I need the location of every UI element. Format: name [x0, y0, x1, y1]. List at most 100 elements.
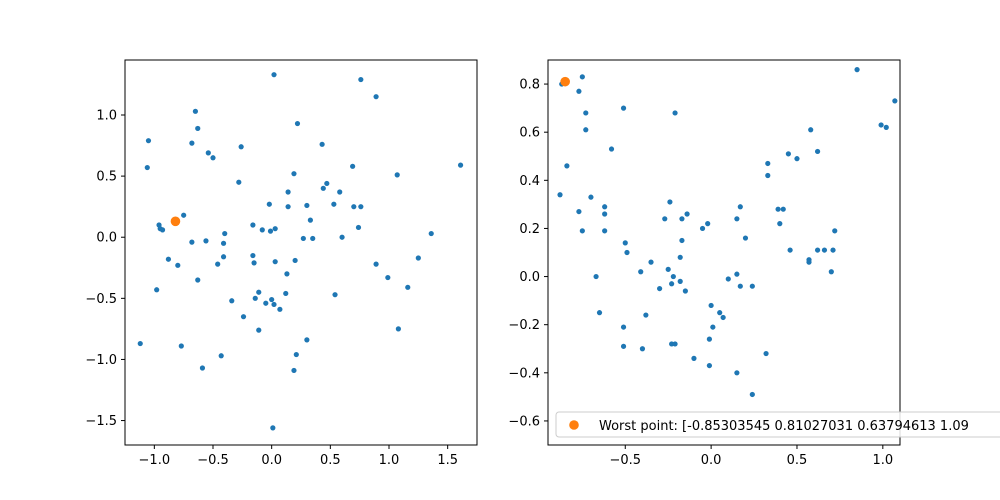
left-data-point: [203, 238, 209, 244]
right-data-point: [662, 216, 668, 222]
left-axes-frame: [124, 59, 478, 446]
right-worst-point: [560, 76, 570, 87]
left-data-point: [331, 201, 337, 207]
right-data-point: [608, 146, 615, 152]
left-data-point: [373, 94, 379, 100]
right-scatter-plot: −0.5 0.0 0.5 1.0 −0.6 −0.4 −0.2 0.0 0.2 0.4 0.6 0.8…: [508, 59, 1000, 468]
right-data-point: [821, 247, 828, 253]
right-data-point: [806, 259, 812, 265]
right-data-point: [765, 160, 771, 167]
left-data-point: [199, 365, 206, 371]
right-data-point: [787, 247, 793, 253]
left-x-tick-label: −1.0: [139, 453, 171, 468]
right-data-point: [557, 192, 563, 198]
right-data-point: [602, 228, 608, 234]
left-data-point: [394, 172, 400, 178]
right-data-point: [794, 156, 800, 162]
left-data-point: [385, 274, 391, 281]
right-data-point: [682, 288, 688, 294]
right-data-point: [814, 148, 821, 155]
right-data-point: [708, 302, 714, 309]
right-data-point: [643, 312, 649, 318]
right-data-point: [854, 67, 860, 73]
left-data-point: [339, 234, 345, 240]
legend-box: [555, 411, 1000, 438]
left-data-point: [285, 189, 291, 195]
left-data-point: [310, 235, 316, 242]
right-data-point: [579, 74, 585, 80]
right-data-point: [780, 206, 786, 212]
right-x-tick-label: 0.0: [701, 453, 722, 468]
left-data-point: [292, 257, 298, 264]
right-axes-frame: [547, 59, 901, 446]
left-data-point: [205, 150, 211, 156]
left-data-point: [159, 227, 166, 233]
right-data-point: [699, 225, 706, 232]
left-data-point: [355, 224, 362, 231]
right-y-tick-label: 0.2: [519, 222, 540, 237]
right-data-point: [679, 237, 685, 244]
right-data-point: [583, 110, 589, 116]
left-data-point: [324, 180, 330, 187]
right-data-point: [734, 370, 740, 376]
left-data-point: [144, 164, 150, 171]
left-data-point: [267, 228, 274, 234]
left-data-point: [304, 202, 310, 209]
right-data-point: [620, 343, 627, 349]
right-data-point: [670, 273, 676, 280]
left-data-point: [304, 337, 310, 343]
left-data-point: [218, 353, 224, 359]
right-data-point: [602, 211, 608, 217]
left-data-point: [256, 327, 262, 333]
left-y-tick-label: 1.0: [96, 109, 117, 124]
right-data-point: [832, 228, 838, 234]
right-data-point: [657, 285, 663, 292]
left-data-point: [428, 230, 434, 237]
right-data-point: [596, 310, 603, 316]
left-data-point: [215, 261, 221, 267]
left-y-tick-label: 0.0: [96, 231, 117, 246]
left-data-point: [307, 217, 313, 223]
left-data-point: [195, 125, 201, 132]
left-data-point: [210, 155, 216, 161]
left-data-point: [358, 76, 364, 83]
left-data-point: [229, 298, 235, 304]
left-data-point: [236, 179, 242, 185]
left-data-point: [259, 227, 265, 233]
left-data-point: [270, 425, 276, 431]
left-x-tick-label: 0.0: [261, 453, 282, 468]
left-data-point: [189, 140, 195, 146]
right-y-tick-label: 0.4: [519, 174, 540, 189]
right-data-point: [564, 163, 570, 169]
right-data-point: [742, 235, 749, 241]
right-y-tick-label: −0.2: [508, 318, 540, 333]
left-data-point: [277, 306, 283, 312]
right-data-point: [725, 276, 731, 282]
right-data-point: [672, 110, 678, 116]
left-data-point: [285, 204, 291, 210]
left-data-point: [405, 284, 411, 290]
left-data-point: [250, 252, 256, 259]
left-data-point: [415, 255, 421, 261]
right-data-point: [737, 204, 743, 210]
right-data-point: [808, 127, 814, 133]
left-data-point: [271, 72, 277, 78]
right-data-point: [639, 346, 646, 352]
left-data-point: [332, 292, 338, 298]
left-data-point: [178, 343, 184, 349]
right-data-point: [669, 281, 675, 287]
right-data-point: [749, 391, 755, 398]
right-data-point: [892, 98, 898, 104]
left-data-point: [154, 287, 160, 293]
left-data-point: [358, 204, 364, 210]
legend-marker: [569, 420, 579, 430]
right-y-tick-label: 0.6: [519, 126, 540, 141]
left-data-point: [252, 295, 258, 301]
right-data-point: [677, 278, 683, 284]
left-y-tick-label: 0.5: [96, 170, 117, 185]
left-x-tick-label: 1.0: [379, 453, 400, 468]
left-data-point: [291, 171, 297, 177]
right-data-point: [638, 269, 644, 275]
right-data-point: [734, 271, 740, 277]
right-data-point: [720, 314, 726, 321]
